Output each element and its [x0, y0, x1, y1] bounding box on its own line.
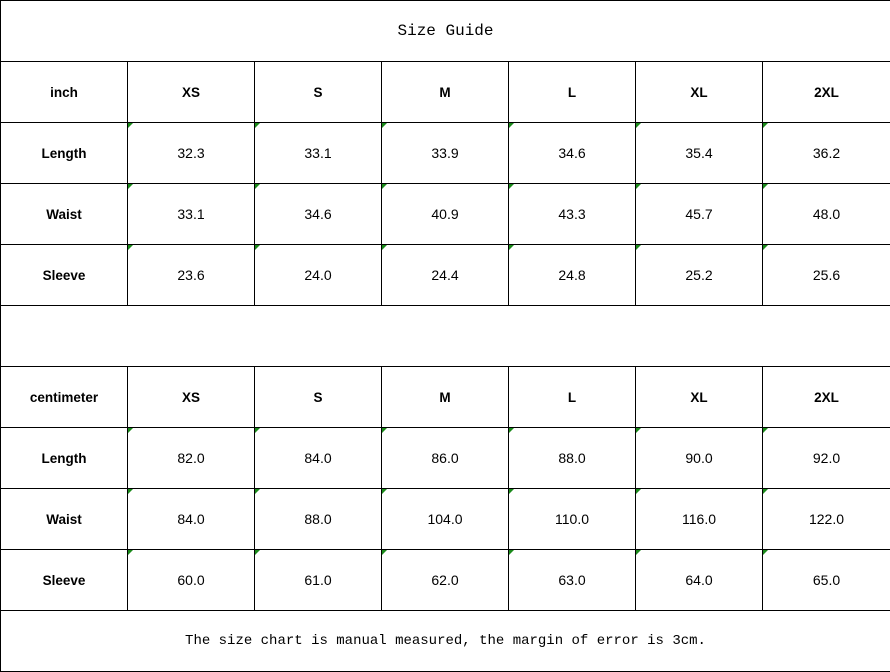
measurement-value: 40.9 [381, 183, 509, 245]
measurement-value: 116.0 [635, 488, 763, 550]
unit-label: inch [0, 61, 128, 123]
measurement-value: 43.3 [508, 183, 636, 245]
inch-header-row: inch XS S M L XL 2XL [0, 61, 890, 123]
measurement-label: Length [0, 427, 128, 489]
measurement-value: 122.0 [762, 488, 890, 550]
measurement-value: 33.9 [381, 122, 509, 184]
measurement-value: 48.0 [762, 183, 890, 245]
table-row: Length 32.3 33.1 33.9 34.6 35.4 36.2 [0, 122, 890, 184]
measurement-value: 84.0 [127, 488, 255, 550]
table-row: Sleeve 60.0 61.0 62.0 63.0 64.0 65.0 [0, 549, 890, 611]
measurement-value: 24.4 [381, 244, 509, 306]
measurement-value: 92.0 [762, 427, 890, 489]
measurement-value: 24.8 [508, 244, 636, 306]
size-header: XL [635, 61, 763, 123]
measurement-label: Sleeve [0, 549, 128, 611]
measurement-value: 88.0 [508, 427, 636, 489]
size-header: XL [635, 366, 763, 428]
measurement-value: 33.1 [254, 122, 382, 184]
size-header: S [254, 61, 382, 123]
table-title: Size Guide [0, 0, 890, 62]
measurement-value: 63.0 [508, 549, 636, 611]
measurement-value: 60.0 [127, 549, 255, 611]
measurement-value: 45.7 [635, 183, 763, 245]
measurement-value: 104.0 [381, 488, 509, 550]
size-header: 2XL [762, 61, 890, 123]
measurement-value: 110.0 [508, 488, 636, 550]
measurement-value: 64.0 [635, 549, 763, 611]
measurement-label: Waist [0, 488, 128, 550]
size-header: XS [127, 61, 255, 123]
unit-label: centimeter [0, 366, 128, 428]
spacer-cell [0, 305, 890, 367]
size-header: S [254, 366, 382, 428]
size-header: M [381, 61, 509, 123]
measurement-label: Waist [0, 183, 128, 245]
size-header: L [508, 366, 636, 428]
measurement-value: 86.0 [381, 427, 509, 489]
table-row: Length 82.0 84.0 86.0 88.0 90.0 92.0 [0, 427, 890, 489]
size-header: L [508, 61, 636, 123]
measurement-value: 25.2 [635, 244, 763, 306]
measurement-value: 23.6 [127, 244, 255, 306]
measurement-note: The size chart is manual measured, the m… [0, 610, 890, 672]
measurement-value: 34.6 [508, 122, 636, 184]
table-row: Waist 84.0 88.0 104.0 110.0 116.0 122.0 [0, 488, 890, 550]
table-row: Sleeve 23.6 24.0 24.4 24.8 25.2 25.6 [0, 244, 890, 306]
measurement-value: 33.1 [127, 183, 255, 245]
measurement-value: 61.0 [254, 549, 382, 611]
measurement-value: 90.0 [635, 427, 763, 489]
measurement-value: 25.6 [762, 244, 890, 306]
measurement-value: 84.0 [254, 427, 382, 489]
centimeter-header-row: centimeter XS S M L XL 2XL [0, 366, 890, 428]
spacer-row [0, 305, 890, 367]
measurement-value: 82.0 [127, 427, 255, 489]
measurement-value: 65.0 [762, 549, 890, 611]
measurement-value: 35.4 [635, 122, 763, 184]
measurement-label: Sleeve [0, 244, 128, 306]
note-row: The size chart is manual measured, the m… [0, 610, 890, 672]
table-row: Waist 33.1 34.6 40.9 43.3 45.7 48.0 [0, 183, 890, 245]
measurement-value: 32.3 [127, 122, 255, 184]
measurement-value: 62.0 [381, 549, 509, 611]
size-header: XS [127, 366, 255, 428]
size-header: M [381, 366, 509, 428]
size-header: 2XL [762, 366, 890, 428]
measurement-value: 36.2 [762, 122, 890, 184]
measurement-value: 88.0 [254, 488, 382, 550]
measurement-value: 24.0 [254, 244, 382, 306]
measurement-label: Length [0, 122, 128, 184]
measurement-value: 34.6 [254, 183, 382, 245]
